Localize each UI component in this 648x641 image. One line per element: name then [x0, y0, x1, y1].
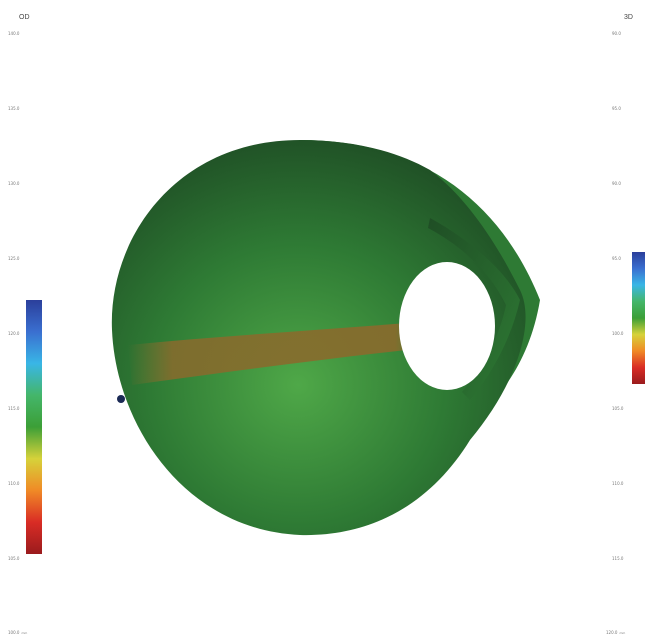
left-tick: 125.0 [8, 256, 20, 261]
right-tick: 105.0 [612, 406, 624, 411]
right-tick: 115.0 [612, 556, 624, 561]
inner-ribbon [428, 218, 520, 400]
right-tick: 95.0 [612, 106, 621, 111]
orientation-marker [117, 395, 125, 403]
right-tick: 90.0 [612, 181, 621, 186]
right-eye-label: 3D [624, 14, 633, 21]
left-tick: 100.0 mm [8, 630, 28, 635]
left-tick: 105.0 [8, 556, 20, 561]
left-colorbar [26, 300, 42, 554]
right-colorbar [632, 252, 645, 384]
left-eye-label: OD [19, 14, 30, 21]
left-scale-unit: mm [21, 631, 28, 635]
right-scale-unit: mm [619, 631, 626, 635]
right-tick: 120.0 mm [606, 630, 626, 635]
color-band [128, 322, 425, 385]
right-tick: 100.0 [612, 331, 624, 336]
right-tick: 110.0 [612, 481, 624, 486]
left-tick: 120.0 [8, 331, 20, 336]
left-tick: 140.0 [8, 31, 20, 36]
cone-aperture [399, 262, 495, 390]
right-tick: 90.0 [612, 31, 621, 36]
left-tick: 115.0 [8, 406, 20, 411]
left-tick: 130.0 [8, 181, 20, 186]
left-tick: 135.0 [8, 106, 20, 111]
outer-ribbon [300, 140, 540, 420]
left-tick: 110.0 [8, 481, 20, 486]
right-tick: 95.0 [612, 256, 621, 261]
